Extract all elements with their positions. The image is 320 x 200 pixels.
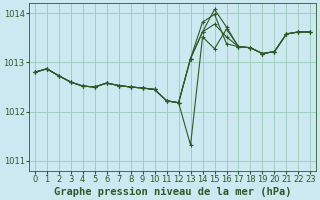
X-axis label: Graphe pression niveau de la mer (hPa): Graphe pression niveau de la mer (hPa) xyxy=(54,186,291,197)
